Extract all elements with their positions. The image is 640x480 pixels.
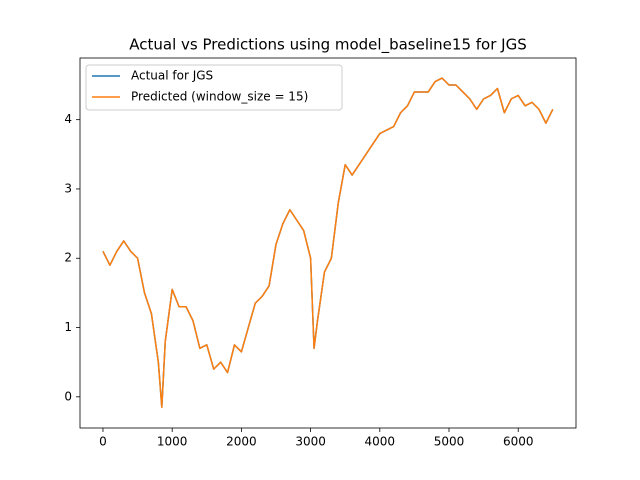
x-tick-label: 6000 bbox=[503, 435, 534, 449]
x-tick-label: 4000 bbox=[365, 435, 396, 449]
legend-box bbox=[85, 64, 343, 111]
y-tick-label: 4 bbox=[64, 112, 72, 126]
legend: Actual for JGS Predicted (window_size = 1… bbox=[85, 64, 343, 111]
y-tick-label: 1 bbox=[64, 320, 72, 334]
series-line bbox=[102, 77, 554, 408]
legend-label: Predicted (window_size = 15) bbox=[131, 90, 308, 104]
y-tick-label: 2 bbox=[64, 251, 72, 265]
x-tick-label: 5000 bbox=[434, 435, 465, 449]
x-tick-label: 1000 bbox=[157, 435, 188, 449]
plot-frame bbox=[79, 57, 577, 429]
x-tick-label: 0 bbox=[99, 435, 107, 449]
x-tick-label: 3000 bbox=[295, 435, 326, 449]
x-tick-label: 2000 bbox=[226, 435, 257, 449]
chart-title: Actual vs Predictions using model_baseli… bbox=[129, 36, 526, 55]
y-tick-label: 3 bbox=[64, 181, 72, 195]
legend-label: Actual for JGS bbox=[131, 69, 213, 83]
y-tick-label: 0 bbox=[64, 389, 72, 403]
